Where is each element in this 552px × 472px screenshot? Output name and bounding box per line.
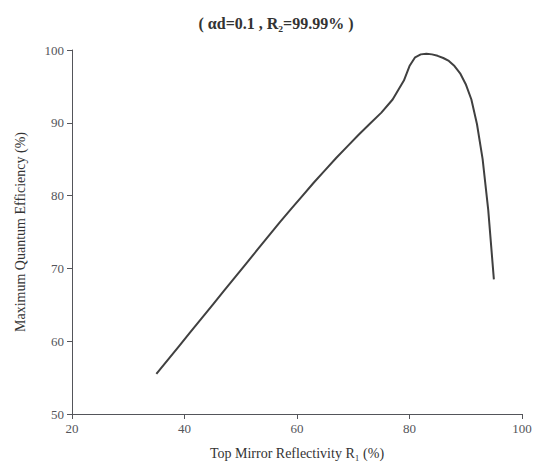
svg-text:50: 50 <box>51 407 64 422</box>
svg-text:60: 60 <box>51 334 64 349</box>
svg-text:60: 60 <box>291 421 304 436</box>
svg-text:70: 70 <box>51 261 64 276</box>
svg-text:( αd=0.1 , R₂=99.99% ): ( αd=0.1 , R₂=99.99% ) <box>198 15 353 33</box>
svg-text:100: 100 <box>45 43 65 58</box>
svg-text:Top Mirror Reflectivity R₁ (%): Top Mirror Reflectivity R₁ (%) <box>210 446 385 462</box>
svg-text:100: 100 <box>512 421 532 436</box>
svg-text:40: 40 <box>178 421 191 436</box>
svg-text:90: 90 <box>51 115 64 130</box>
svg-text:Maximum Quantum Efficiency (%): Maximum Quantum Efficiency (%) <box>13 132 29 332</box>
svg-text:80: 80 <box>403 421 416 436</box>
svg-text:20: 20 <box>66 421 79 436</box>
svg-text:80: 80 <box>51 188 64 203</box>
